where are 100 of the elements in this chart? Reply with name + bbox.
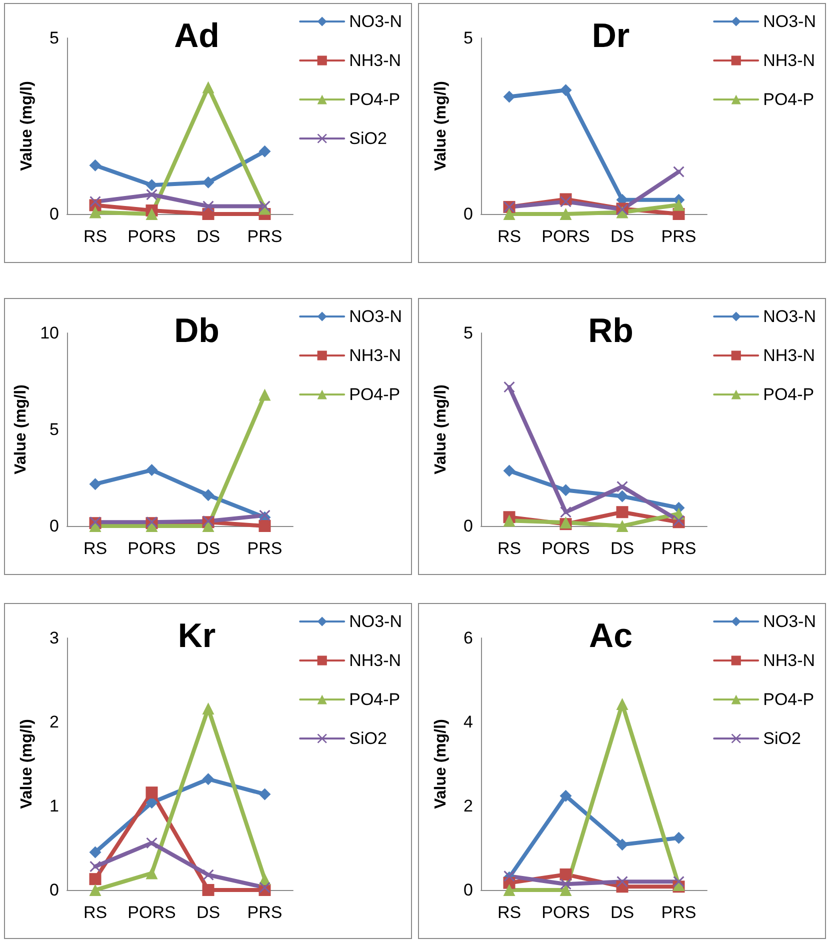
x-tick-label: RS (497, 903, 522, 922)
x-tick-label: PRS (661, 903, 696, 922)
y-axis-title: Value (mg/l) (432, 719, 450, 809)
point (259, 882, 270, 893)
x-tick-label: DS (610, 903, 634, 922)
y-tick-label: 0 (50, 204, 59, 224)
point (673, 876, 684, 888)
point (146, 208, 158, 220)
point (259, 510, 270, 521)
chart-title: Rb (588, 312, 634, 350)
y-axis-title: Value (mg/l) (18, 719, 36, 809)
y-tick-label: 0 (464, 880, 473, 900)
legend-label: NO3-N (763, 307, 816, 326)
y-axis-title: Value (mg/l) (18, 81, 36, 171)
chart-title: Dr (592, 17, 630, 55)
legend-label: PO4-P (349, 385, 400, 404)
x-tick-label: DS (610, 539, 634, 558)
point (258, 788, 271, 800)
legend-label: SiO2 (763, 729, 801, 748)
point (202, 200, 214, 212)
point (146, 837, 158, 848)
point (616, 520, 628, 532)
point (202, 81, 214, 94)
x-tick-label: PORS (128, 227, 176, 246)
legend-label: NO3-N (349, 307, 402, 326)
point (560, 878, 572, 890)
x-tick-label: PORS (542, 903, 590, 922)
x-tick-label: DS (196, 903, 220, 922)
x-tick-label: PRS (661, 539, 696, 558)
point (503, 514, 516, 527)
point (89, 159, 102, 172)
legend-label: NH3-N (349, 51, 402, 70)
x-tick-label: PRS (247, 227, 282, 246)
point (616, 838, 628, 851)
point (89, 478, 102, 490)
point (202, 884, 214, 896)
point (616, 698, 628, 710)
point (616, 481, 628, 492)
point (560, 484, 572, 496)
legend-label: NH3-N (349, 346, 402, 365)
point (560, 208, 572, 220)
x-tick-label: RS (83, 227, 108, 246)
point (560, 884, 572, 896)
x-tick-label: PRS (247, 903, 282, 922)
y-tick-label: 4 (464, 712, 473, 732)
legend-label: PO4-P (763, 385, 814, 404)
point (89, 873, 102, 886)
chart-title: Ac (589, 617, 632, 655)
x-tick-label: RS (83, 539, 108, 558)
x-tick-label: DS (196, 539, 220, 558)
y-tick-label: 0 (464, 204, 473, 224)
chart-title: Kr (178, 617, 216, 655)
point (673, 166, 684, 178)
point (560, 790, 572, 802)
legend-label: NH3-N (349, 651, 402, 670)
y-tick-label: 5 (464, 28, 473, 48)
legend-label: NO3-N (349, 12, 402, 31)
point (616, 506, 628, 518)
legend-label: NO3-N (349, 612, 402, 631)
point (146, 189, 158, 200)
legend-label: NO3-N (763, 12, 816, 31)
point (202, 773, 214, 786)
y-tick-label: 5 (50, 28, 59, 48)
x-tick-label: PORS (128, 903, 176, 922)
point (503, 884, 516, 896)
point (560, 84, 572, 96)
point (89, 846, 102, 858)
y-tick-label: 0 (50, 880, 59, 900)
point (146, 786, 158, 799)
legend-label: PO4-P (349, 90, 400, 109)
point (258, 388, 271, 401)
x-tick-label: RS (497, 539, 522, 558)
chart-title: Ad (174, 17, 220, 55)
chart-title: Db (174, 312, 220, 350)
y-axis-title: Value (mg/l) (432, 81, 450, 171)
point (258, 520, 271, 532)
point (616, 490, 628, 502)
point (616, 876, 628, 888)
point (90, 196, 101, 208)
x-tick-label: PRS (247, 539, 282, 558)
point (202, 869, 214, 880)
x-tick-label: PORS (128, 539, 176, 558)
legend-label: NH3-N (763, 51, 816, 70)
point (146, 464, 158, 476)
legend-label: NH3-N (763, 651, 816, 670)
y-tick-label: 6 (464, 628, 473, 648)
point (146, 867, 158, 880)
point (146, 179, 158, 192)
point (503, 208, 516, 220)
y-tick-label: 3 (50, 628, 59, 648)
point (503, 464, 516, 477)
y-tick-label: 0 (50, 516, 59, 536)
x-tick-label: PORS (542, 539, 590, 558)
point (202, 176, 214, 188)
y-tick-label: 0 (464, 516, 473, 536)
y-tick-label: 2 (464, 796, 473, 816)
point (90, 860, 101, 872)
legend-label: SiO2 (349, 129, 387, 148)
y-tick-label: 5 (50, 420, 59, 439)
legend-label: PO4-P (349, 690, 400, 709)
